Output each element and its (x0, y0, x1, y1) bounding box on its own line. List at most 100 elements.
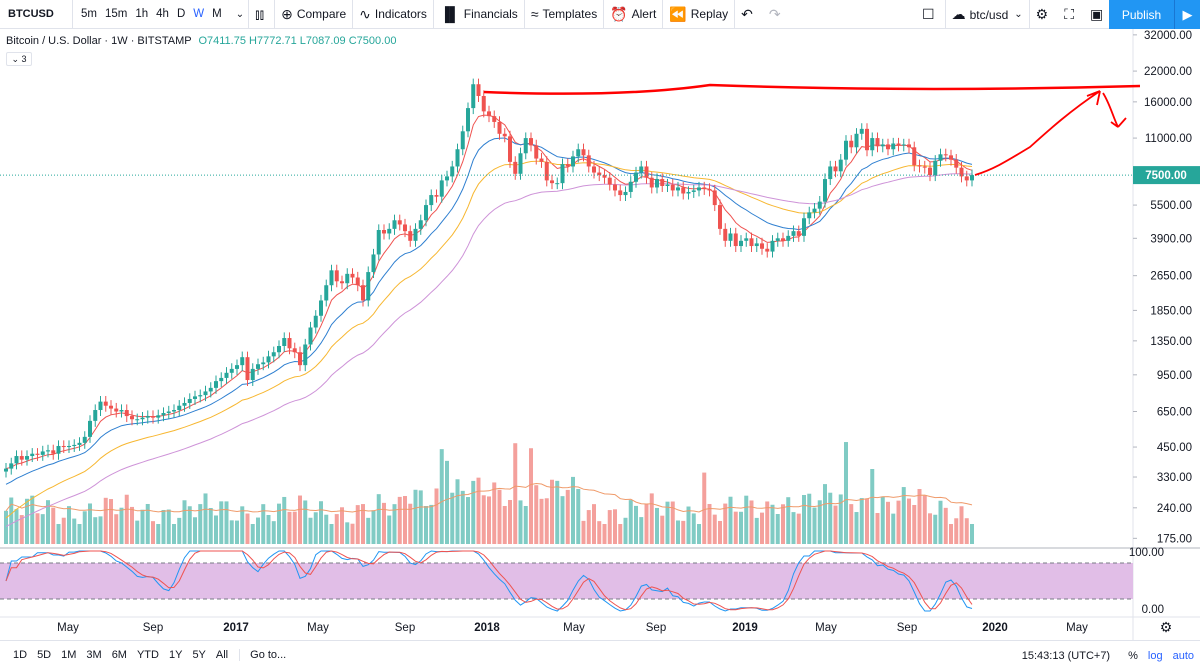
fullscreen-button[interactable]: ⛶ (1058, 0, 1084, 29)
candle-body (287, 338, 292, 349)
stoch-bottom-label: 0.00 (1142, 604, 1164, 616)
volume-bar (56, 524, 61, 544)
undo-button[interactable]: ↶ (735, 0, 763, 29)
range-1m[interactable]: 1M (61, 649, 77, 661)
legend-collapse-button[interactable]: ⌄ 3 (6, 52, 32, 66)
candle-body (61, 445, 66, 448)
candle-body (240, 357, 245, 366)
compare-button[interactable]: ⊕ Compare (275, 0, 352, 29)
volume-bar (67, 506, 71, 544)
current-price-tag (1133, 166, 1200, 185)
alert-button[interactable]: ⏰ Alert (604, 0, 662, 29)
candle-body (481, 96, 486, 112)
chart-pane[interactable]: 32000.00 22000.00 16000.00 11000.00 7500.00 5… (0, 29, 1200, 640)
volume-bar (4, 510, 8, 544)
candle-body (907, 144, 911, 148)
price-chart[interactable]: 32000.00 22000.00 16000.00 11000.00 7500.00 5… (0, 29, 1200, 640)
range-5y[interactable]: 5Y (192, 649, 206, 661)
price-tick-label: 1850.00 (1150, 305, 1192, 317)
interval-w[interactable]: W (193, 8, 205, 20)
log-toggle[interactable]: log (1147, 649, 1163, 662)
volume-bar (823, 484, 827, 544)
candle-body (812, 208, 817, 213)
chart-style-button[interactable]: ⫾⫾ (249, 0, 274, 29)
gear-icon: ⚙ (1035, 6, 1049, 22)
candle-body (429, 195, 434, 206)
time-tick-label: Sep (897, 622, 917, 634)
undo-icon: ↶ (741, 5, 753, 22)
volume-bar (371, 510, 376, 544)
templates-button[interactable]: ≈ Templates (525, 0, 603, 29)
candle-body (235, 365, 239, 369)
volume-bar (623, 517, 628, 544)
candle-body (602, 175, 607, 178)
interval-5m[interactable]: 5m (81, 8, 97, 20)
volume-bar (303, 500, 308, 544)
interval-1h[interactable]: 1h (135, 8, 149, 20)
interval-m[interactable]: M (212, 8, 222, 20)
volume-bar (571, 476, 575, 544)
volume-bar (334, 514, 339, 544)
snapshot-button[interactable]: ▣ (1084, 0, 1113, 29)
candle-body (686, 191, 691, 194)
volume-bar (397, 496, 402, 544)
redo-button[interactable]: ↷ (763, 0, 791, 29)
layout-button[interactable]: ☁ btc/usd ⌄ (946, 0, 1029, 29)
axis-settings-icon[interactable]: ⚙ (1160, 619, 1173, 635)
volume-bar (450, 492, 455, 544)
volume-bar (649, 493, 654, 544)
candle-body (670, 184, 675, 191)
time-tick-label: 2020 (982, 622, 1008, 634)
volume-bar (313, 512, 318, 544)
candle-body (964, 176, 969, 181)
range-1y[interactable]: 1Y (168, 649, 183, 661)
range-5d[interactable]: 5D (37, 649, 52, 661)
settings-button[interactable]: ⚙ (1030, 0, 1059, 29)
candle-body (791, 231, 796, 236)
volume-bar (928, 513, 932, 544)
candle-body (298, 352, 302, 366)
volume-bar (844, 442, 848, 544)
volume-bar (592, 504, 596, 544)
financials-button[interactable]: ▐▌ Financials (434, 0, 524, 29)
interval-d[interactable]: D (176, 8, 186, 20)
goto-button[interactable]: Go to... (239, 649, 296, 661)
interval-4h[interactable]: 4h (156, 8, 169, 20)
publish-button[interactable]: Publish (1109, 0, 1174, 29)
volume-bar (838, 494, 843, 544)
fullscreen-toggle[interactable]: ☐ (916, 0, 945, 29)
auto-toggle[interactable]: auto (1172, 649, 1194, 662)
volume-bar (791, 512, 796, 544)
volume-bar (14, 509, 19, 544)
volume-bar (613, 509, 617, 544)
candle-body (392, 220, 397, 229)
range-6m[interactable]: 6M (111, 649, 127, 661)
volume-bar (550, 479, 554, 544)
candle-body (72, 444, 77, 446)
interval-dropdown[interactable]: ⌄ (235, 8, 245, 20)
range-all[interactable]: All (215, 649, 229, 661)
volume-bar (208, 508, 213, 544)
candle-body (949, 155, 953, 160)
candle-body (623, 191, 628, 196)
play-button[interactable]: ▶ (1174, 0, 1200, 29)
range-3m[interactable]: 3M (86, 649, 102, 661)
bottom-bar: 1D 5D 1M 3M 6M YTD 1Y 5Y All Go to... 15:43:13 (… (0, 640, 1200, 669)
percent-toggle[interactable]: % (1128, 649, 1138, 662)
candle-body (571, 156, 575, 167)
volume-bar (261, 504, 266, 544)
volume-bar (114, 514, 119, 544)
candle-body (728, 233, 733, 241)
symbol-search[interactable]: BTCUSD (8, 8, 54, 20)
toolbar-divider (1028, 0, 1030, 29)
replay-button[interactable]: ⏪ Replay (663, 0, 734, 29)
candle-body (896, 143, 901, 146)
range-1d[interactable]: 1D (13, 649, 28, 661)
volume-bar (413, 489, 418, 544)
candle-body (891, 143, 896, 150)
volume-bar (544, 498, 549, 544)
indicators-button[interactable]: ∿ Indicators (353, 0, 433, 29)
interval-15m[interactable]: 15m (104, 8, 128, 20)
candle-body (161, 412, 166, 416)
range-ytd[interactable]: YTD (136, 649, 159, 661)
